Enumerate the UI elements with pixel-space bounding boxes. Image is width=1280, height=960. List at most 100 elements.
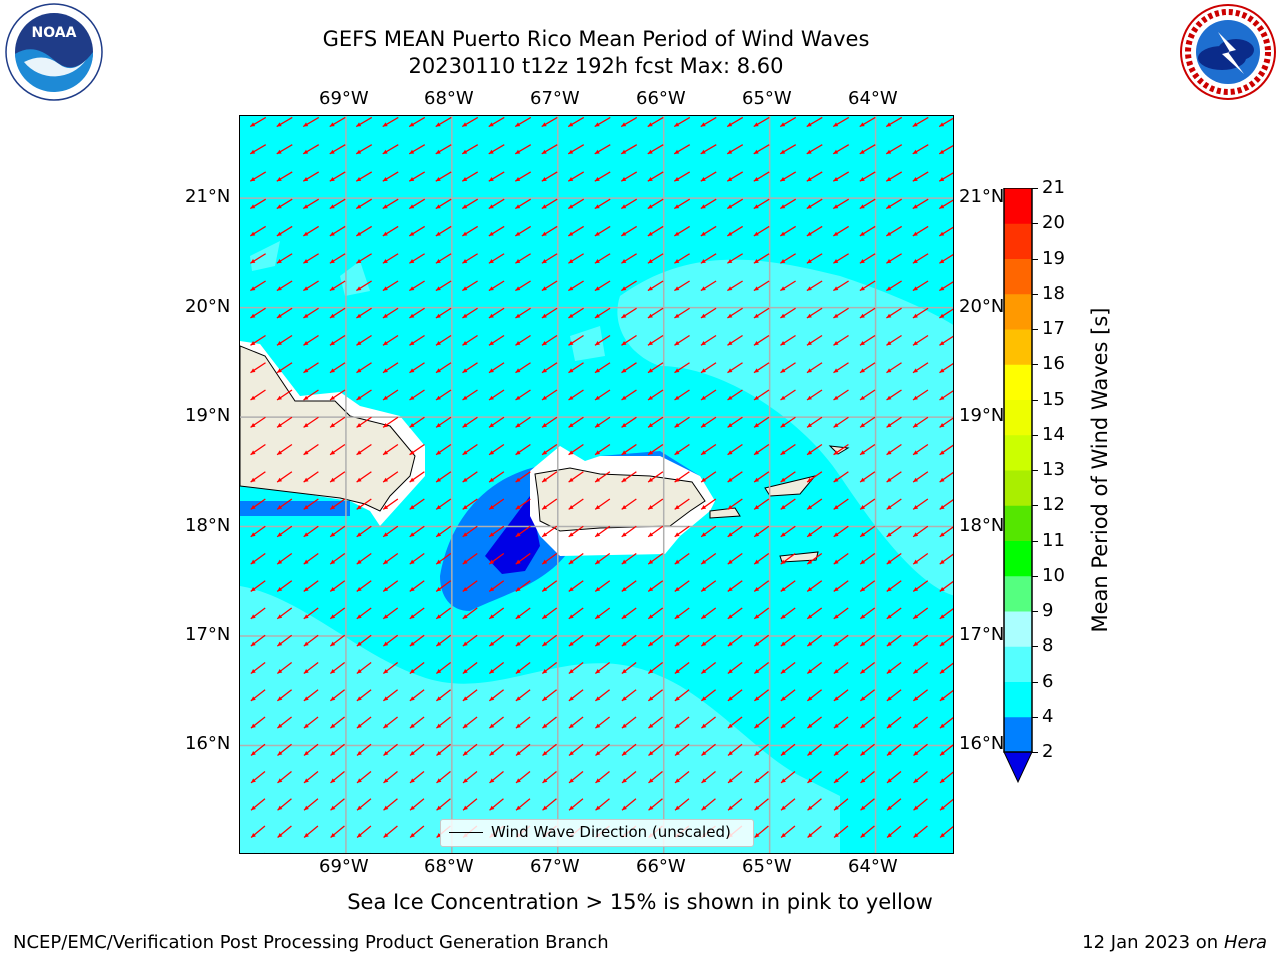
lat-tick-right-21n: 21°N (959, 186, 1005, 207)
wave-direction-arrow (886, 443, 902, 456)
wave-direction-arrow (302, 171, 320, 182)
wave-direction-arrow (727, 416, 743, 428)
wave-direction-arrow (303, 334, 319, 346)
wave-direction-arrow (329, 253, 346, 264)
wave-direction-arrow (912, 307, 929, 319)
wave-direction-arrow (621, 716, 637, 729)
wave-direction-arrow (568, 798, 584, 811)
wave-direction-arrow (514, 171, 532, 182)
wave-direction-arrow (370, 852, 371, 853)
wave-direction-arrow (594, 334, 611, 346)
wave-direction-arrow (885, 144, 903, 155)
wave-direction-arrow (276, 334, 293, 346)
wave-direction-arrow (462, 334, 478, 346)
wave-direction-arrow (541, 471, 558, 483)
wave-direction-arrow (277, 825, 292, 839)
wave-direction-arrow (356, 362, 372, 374)
wave-direction-arrow (329, 552, 346, 565)
wave-direction-arrow (701, 798, 716, 811)
wave-direction-arrow (939, 689, 953, 702)
wave-direction-arrow (647, 498, 664, 510)
colorbar-bin (1004, 611, 1032, 647)
wave-direction-arrow (276, 416, 293, 428)
wave-direction-arrow (754, 716, 769, 729)
wave-direction-arrow (620, 116, 638, 128)
wave-direction-arrow (833, 798, 849, 811)
wave-direction-arrow (541, 607, 558, 620)
wave-direction-arrow (250, 525, 266, 538)
wave-direction-arrow (382, 280, 399, 292)
wave-direction-arrow (621, 689, 637, 702)
colorbar-tick-mark (1032, 752, 1038, 753)
wave-direction-arrow (409, 716, 425, 729)
wave-direction-arrow (674, 471, 690, 483)
wave-direction-arrow (753, 525, 770, 538)
wave-direction-arrow (753, 580, 770, 592)
wave-direction-arrow (727, 634, 743, 647)
wave-direction-arrow (700, 225, 717, 237)
wave-direction-arrow (859, 280, 876, 292)
wave-direction-arrow (514, 144, 532, 155)
wave-direction-arrow (700, 253, 717, 264)
wave-direction-arrow (780, 253, 796, 264)
wave-direction-arrow (436, 798, 451, 811)
wave-direction-arrow (647, 253, 664, 264)
wave-direction-arrow (409, 634, 425, 647)
wave-direction-arrow (647, 116, 664, 128)
wave-direction-arrow (356, 253, 372, 264)
wave-direction-arrow (409, 334, 425, 346)
wave-direction-arrow (700, 334, 717, 346)
wave-direction-arrow (806, 552, 823, 565)
wave-direction-arrow (885, 225, 903, 237)
wave-direction-arrow (461, 198, 479, 210)
wave-direction-arrow (885, 198, 903, 210)
colorbar-tick-label: 12 (1042, 494, 1065, 516)
wave-direction-arrow (276, 552, 293, 565)
wave-direction-arrow (647, 634, 664, 647)
wave-direction-arrow (753, 362, 770, 374)
wave-direction-arrow (913, 798, 928, 811)
wave-direction-arrow (753, 689, 770, 702)
wave-direction-arrow (356, 607, 372, 620)
wave-direction-arrow (674, 416, 690, 428)
wave-direction-arrow (276, 389, 293, 401)
wave-direction-arrow (250, 334, 266, 346)
wave-direction-arrow (356, 389, 372, 401)
wave-direction-arrow (382, 552, 399, 565)
wave-direction-arrow (435, 225, 452, 237)
colorbar-tick-label: 4 (1042, 705, 1054, 727)
wave-direction-arrow (726, 171, 744, 182)
wave-direction-arrow (329, 280, 346, 292)
wave-direction-arrow (753, 307, 770, 319)
wave-direction-arrow (355, 198, 373, 210)
wave-direction-arrow (806, 116, 823, 128)
wave-direction-arrow (249, 144, 267, 155)
wave-direction-arrow (567, 198, 585, 210)
wave-direction-arrow (303, 825, 319, 839)
wave-direction-arrow (647, 362, 664, 374)
wave-direction-arrow (515, 716, 531, 729)
wave-direction-arrow (435, 334, 452, 346)
wave-direction-arrow (515, 607, 531, 620)
wave-direction-arrow (938, 199, 953, 210)
wave-period-band-hispaniola-south (240, 501, 350, 516)
wave-direction-arrow (382, 144, 399, 155)
wave-direction-arrow (303, 362, 319, 374)
wave-direction-arrow (780, 362, 796, 374)
wave-direction-arrow (249, 116, 267, 128)
wave-direction-arrow (330, 798, 345, 811)
wave-direction-arrow (355, 171, 373, 182)
wave-direction-arrow (608, 852, 610, 853)
wave-direction-arrow (833, 580, 849, 592)
wave-direction-arrow (886, 798, 902, 811)
wave-direction-arrow (779, 144, 797, 155)
wave-direction-arrow (806, 525, 823, 538)
wave-direction-arrow (621, 771, 637, 784)
wave-direction-arrow (462, 771, 478, 784)
wave-direction-arrow (647, 225, 664, 237)
wave-direction-arrow (541, 689, 558, 702)
wave-direction-arrow (276, 362, 293, 374)
wave-direction-arrow (913, 771, 928, 784)
wave-direction-arrow (303, 716, 319, 729)
wave-direction-arrow (476, 852, 477, 853)
